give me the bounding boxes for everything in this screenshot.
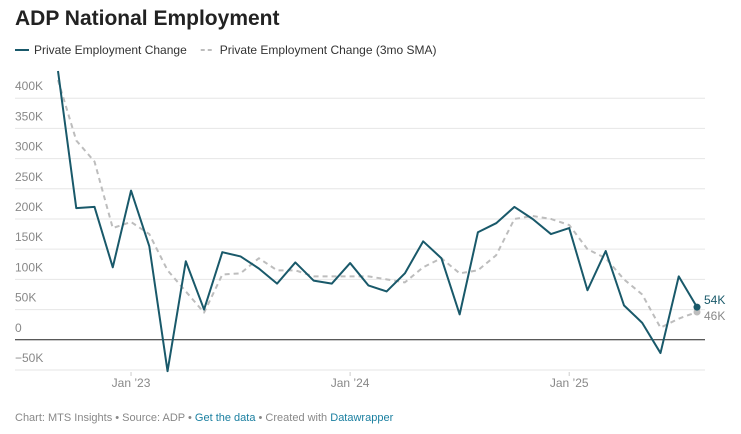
y-tick-label: 50K [15,291,36,305]
footer-text: • Created with [259,412,328,424]
y-tick-label: −50K [15,351,43,365]
legend-label: Private Employment Change (3mo SMA) [220,43,437,57]
footer: Chart: MTS Insights • Source: ADP • Get … [15,412,394,424]
y-tick-label: 150K [15,230,43,244]
end-label: 54K [704,293,725,307]
footer-link[interactable]: Get the data [195,412,256,424]
y-tick-label: 0 [15,321,22,335]
end-dot [693,303,701,311]
x-tick-label: Jan ’23 [112,376,151,390]
series-line [57,70,698,373]
y-tick-label: 100K [15,260,43,274]
y-tick-label: 400K [15,79,43,93]
y-tick-label: 300K [15,140,43,154]
legend-label: Private Employment Change [34,43,187,57]
y-tick-label: 250K [15,170,43,184]
footer-link[interactable]: Datawrapper [330,412,393,424]
end-dot [693,308,701,316]
y-tick-label: 200K [15,200,43,214]
x-tick-label: Jan ’25 [550,376,589,390]
x-tick-label: Jan ’24 [331,376,370,390]
footer-text: Chart: MTS Insights • Source: ADP • [15,412,192,424]
y-tick-label: 350K [15,109,43,123]
end-label: 46K [704,309,725,323]
chart-title: ADP National Employment [15,7,280,30]
series-line [57,79,698,329]
